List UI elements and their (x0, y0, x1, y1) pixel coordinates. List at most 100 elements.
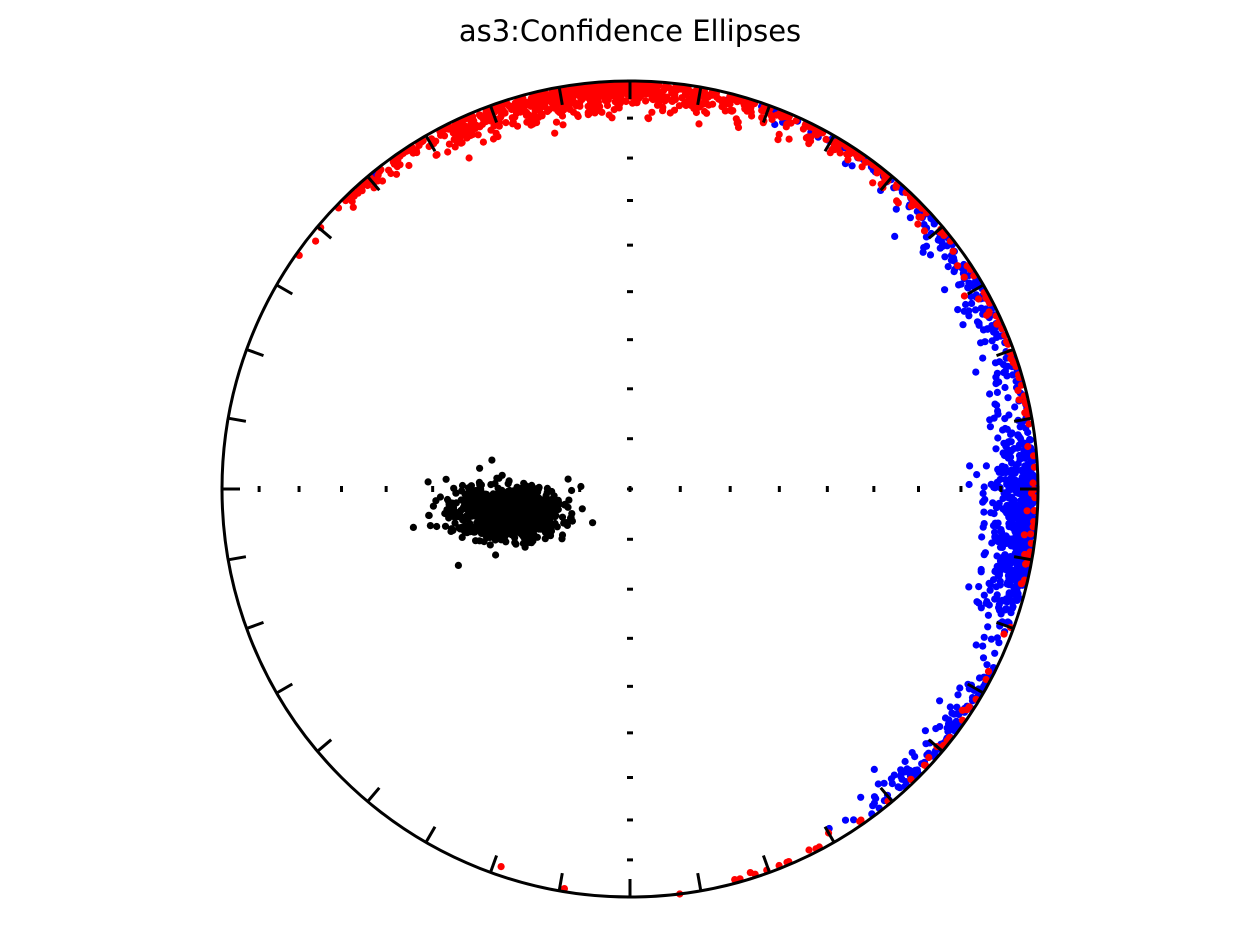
scatter-point-blue (984, 611, 993, 619)
scatter-point-blue (1015, 479, 1023, 488)
scatter-point-blue (857, 793, 865, 801)
scatter-point-red (718, 103, 726, 111)
scatter-point-blue (1007, 453, 1015, 461)
scatter-point-blue (996, 561, 1005, 569)
scatter-point-red (643, 90, 651, 98)
scatter-point-black (457, 496, 465, 504)
scatter-point-red (598, 84, 606, 92)
scatter-point-blue (850, 816, 858, 824)
scatter-point-red (844, 156, 852, 164)
rim-tick (424, 134, 437, 153)
scatter-point-red (748, 112, 756, 120)
scatter-point-red (437, 131, 445, 139)
scatter-point-blue (1019, 451, 1027, 459)
chart-title: as3:Confidence Ellipses (458, 14, 802, 48)
scatter-point-red (312, 237, 320, 245)
scatter-point-red (614, 93, 623, 101)
scatter-point-blue (973, 598, 981, 606)
scatter-point-blue (944, 263, 952, 271)
scatter-point-blue (992, 504, 1001, 512)
scatter-point-black (500, 501, 508, 509)
rim-tick (696, 872, 703, 892)
scatter-point-blue (980, 508, 988, 516)
scatter-point-red (774, 136, 782, 144)
scatter-point-red (598, 108, 606, 116)
scatter-point-red (671, 96, 679, 104)
scatter-point-blue (1003, 501, 1011, 510)
scatter-point-blue (1002, 605, 1010, 613)
scatter-point-red (608, 114, 616, 122)
scatter-point-black (578, 505, 586, 513)
scatter-point-red (539, 93, 547, 101)
scatter-point-black (513, 483, 521, 491)
scatter-point-red (982, 294, 990, 302)
scatter-point-black (555, 500, 564, 508)
scatter-point-black (498, 471, 506, 479)
rim-tick (761, 105, 771, 124)
scatter-point-blue (973, 318, 982, 326)
scatter-point-blue (946, 703, 954, 711)
scatter-point-blue (891, 232, 899, 240)
scatter-point-blue (993, 634, 1002, 642)
rim-tick (1013, 555, 1033, 562)
scatter-point-red (892, 182, 900, 190)
scatter-point-blue (936, 697, 944, 705)
tick-marks (220, 79, 1040, 899)
scatter-point-black (429, 502, 437, 510)
scatter-point-black (445, 500, 453, 509)
scatter-point-blue (971, 306, 980, 314)
scatter-point-red (822, 135, 830, 143)
scatter-point-black (458, 481, 467, 490)
scatter-point-black (490, 506, 498, 514)
scatter-point-blue (980, 483, 988, 491)
scatter-point-red (805, 846, 813, 854)
scatter-point-red (634, 82, 643, 90)
scatter-point-red (1028, 489, 1036, 497)
scatter-point-red (811, 129, 819, 137)
scatter-point-blue (991, 400, 999, 408)
scatter-point-blue (1012, 462, 1020, 471)
scatter-point-blue (1004, 578, 1012, 587)
scatter-point-red (527, 102, 535, 110)
rim-tick (696, 86, 703, 106)
scatter-point-blue (957, 280, 965, 288)
scatter-point-red (528, 96, 536, 104)
scatter-point-red (489, 135, 498, 143)
scatter-point-blue (990, 509, 998, 518)
scatter-point-red (949, 247, 957, 255)
scatter-point-black (512, 523, 521, 532)
scatter-point-black (458, 487, 466, 495)
rim-tick (879, 786, 894, 803)
scatter-point-blue (947, 256, 956, 264)
scatter-point-blue (1001, 424, 1009, 433)
scatter-point-red (445, 140, 453, 148)
scatter-point-red (655, 98, 663, 106)
scatter-point-red (1022, 560, 1030, 568)
scatter-point-blue (921, 727, 930, 735)
scatter-point-red (869, 179, 877, 187)
scatter-point-black (530, 506, 538, 514)
scatter-point-red (920, 227, 929, 235)
scatter-point-black (511, 514, 520, 522)
scatter-point-blue (980, 520, 988, 528)
rim-tick (1013, 416, 1033, 423)
scatter-point-black (518, 513, 526, 521)
scatter-point-red (615, 104, 623, 112)
scatter-point-blue (987, 635, 996, 643)
scatter-point-red (573, 111, 581, 119)
scatter-point-blue (1005, 493, 1013, 501)
scatter-point-red (785, 135, 793, 143)
scatter-point-blue (1022, 525, 1030, 533)
scatter-point-black (505, 477, 513, 485)
rim-tick (275, 682, 294, 695)
scatter-point-red (374, 177, 382, 185)
scatter-point-blue (911, 753, 919, 761)
scatter-point-red (476, 112, 484, 120)
rim-tick (823, 825, 836, 844)
scatter-point-blue (1011, 403, 1019, 411)
scatter-point-black (480, 529, 488, 537)
scatter-point-red (578, 84, 586, 92)
scatter-point-blue (920, 221, 928, 229)
scatter-point-red (512, 109, 521, 117)
scatter-point-blue (993, 522, 1001, 530)
